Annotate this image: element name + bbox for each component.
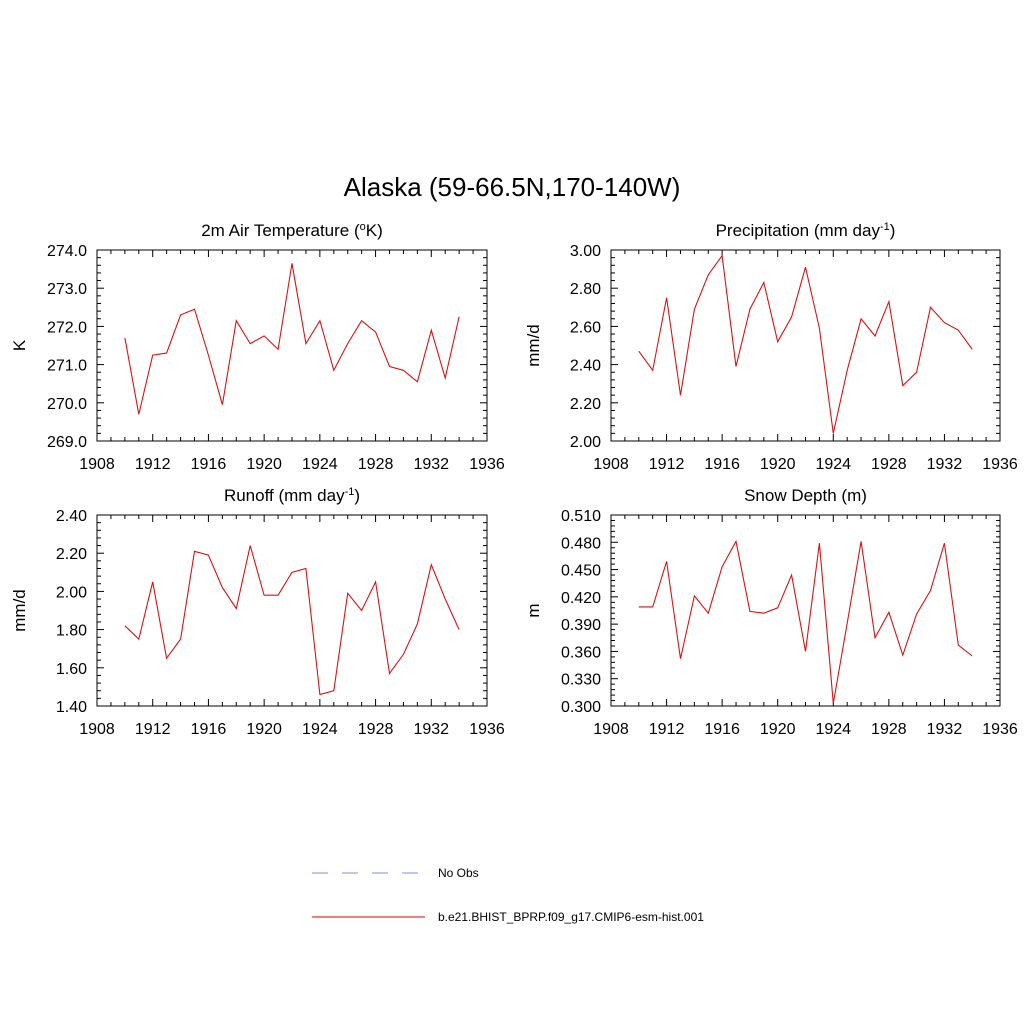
series-line-snow-depth — [638, 539, 973, 704]
panel-title-air-temperature: 2m Air Temperature (oK) — [201, 221, 383, 240]
series-line-runoff — [124, 545, 460, 696]
y-tick-label-snow-depth: 0.480 — [561, 535, 601, 552]
x-tick-label-precipitation: 1928 — [871, 456, 907, 473]
x-tick-label-air-temperature: 1912 — [135, 456, 171, 473]
x-tick-label-snow-depth: 1936 — [982, 721, 1018, 738]
y-tick-label-precipitation: 2.60 — [570, 319, 601, 336]
x-tick-label-precipitation: 1924 — [815, 456, 851, 473]
y-tick-label-air-temperature: 269.0 — [47, 434, 87, 451]
x-tick-label-precipitation: 1920 — [760, 456, 796, 473]
legend: No Obs b.e21.BHIST_BPRP.f09_g17.CMIP6-es… — [312, 866, 704, 924]
x-tick-label-runoff: 1936 — [469, 721, 505, 738]
x-tick-label-runoff: 1932 — [413, 721, 449, 738]
y-tick-label-runoff: 1.40 — [56, 699, 87, 716]
y-tick-label-snow-depth: 0.330 — [561, 672, 601, 689]
figure-title: Alaska (59-66.5N,170-140W) — [344, 172, 681, 202]
x-tick-label-snow-depth: 1924 — [815, 721, 851, 738]
legend-label-no-obs: No Obs — [438, 866, 479, 880]
x-tick-label-air-temperature: 1908 — [79, 456, 115, 473]
y-tick-label-precipitation: 3.00 — [570, 243, 601, 260]
y-tick-label-runoff: 2.20 — [56, 546, 87, 563]
series-line-precipitation — [638, 254, 973, 434]
x-tick-label-snow-depth: 1928 — [871, 721, 907, 738]
x-tick-label-air-temperature: 1928 — [358, 456, 394, 473]
y-tick-label-precipitation: 2.20 — [570, 396, 601, 413]
y-tick-label-precipitation: 2.80 — [570, 281, 601, 298]
x-tick-label-snow-depth: 1920 — [760, 721, 796, 738]
series-line-air-temperature — [124, 263, 460, 415]
y-axis-label-air-temperature: K — [10, 339, 29, 351]
y-axis-label-snow-depth: m — [524, 603, 543, 617]
plot-frame-snow-depth — [610, 514, 1001, 707]
panel-runoff: Runoff (mm day-1) mm/d 1908 1912 1916 1920 192… — [10, 486, 505, 738]
plot-frame-precipitation — [610, 249, 1001, 442]
x-tick-label-air-temperature: 1936 — [469, 456, 505, 473]
x-tick-label-snow-depth: 1912 — [649, 721, 685, 738]
panel-title-precipitation: Precipitation (mm day-1) — [716, 221, 896, 240]
x-tick-label-precipitation: 1936 — [982, 456, 1018, 473]
x-tick-label-runoff: 1920 — [246, 721, 282, 738]
y-tick-label-air-temperature: 272.0 — [47, 319, 87, 336]
y-axis-label-precipitation: mm/d — [524, 324, 543, 367]
panel-title-snow-depth: Snow Depth (m) — [744, 486, 867, 505]
x-tick-label-air-temperature: 1916 — [191, 456, 227, 473]
y-tick-label-air-temperature: 271.0 — [47, 358, 87, 375]
y-tick-label-snow-depth: 0.300 — [561, 699, 601, 716]
y-tick-label-snow-depth: 0.390 — [561, 617, 601, 634]
panel-air-temperature: 2m Air Temperature (oK) K 1908 1912 1916 1920… — [10, 221, 505, 473]
y-tick-label-air-temperature: 273.0 — [47, 281, 87, 298]
plot-frame-air-temperature — [96, 249, 488, 442]
y-tick-label-air-temperature: 274.0 — [47, 243, 87, 260]
y-axis-label-runoff: mm/d — [10, 589, 29, 632]
x-tick-label-runoff: 1916 — [191, 721, 227, 738]
x-tick-label-runoff: 1928 — [358, 721, 394, 738]
x-tick-label-precipitation: 1916 — [704, 456, 740, 473]
y-tick-label-runoff: 2.00 — [56, 584, 87, 601]
x-tick-label-air-temperature: 1932 — [413, 456, 449, 473]
y-tick-label-snow-depth: 0.450 — [561, 563, 601, 580]
x-tick-label-air-temperature: 1920 — [246, 456, 282, 473]
y-tick-label-runoff: 2.40 — [56, 508, 87, 525]
legend-label-model-run: b.e21.BHIST_BPRP.f09_g17.CMIP6-esm-hist.… — [438, 910, 704, 924]
x-tick-label-precipitation: 1912 — [649, 456, 685, 473]
x-tick-label-runoff: 1912 — [135, 721, 171, 738]
x-tick-label-snow-depth: 1908 — [593, 721, 629, 738]
panel-snow-depth: Snow Depth (m) m 1908 1912 1916 1920 1924 1928 1… — [524, 486, 1018, 738]
x-tick-label-precipitation: 1932 — [927, 456, 963, 473]
y-tick-label-air-temperature: 270.0 — [47, 396, 87, 413]
x-tick-label-snow-depth: 1932 — [927, 721, 963, 738]
y-tick-label-precipitation: 2.00 — [570, 434, 601, 451]
y-tick-label-runoff: 1.80 — [56, 623, 87, 640]
x-tick-label-air-temperature: 1924 — [302, 456, 338, 473]
panel-precipitation: Precipitation (mm day-1) mm/d 1908 1912 1916… — [524, 221, 1018, 473]
y-tick-label-snow-depth: 0.510 — [561, 508, 601, 525]
x-tick-label-precipitation: 1908 — [593, 456, 629, 473]
x-tick-label-runoff: 1924 — [302, 721, 338, 738]
x-tick-label-runoff: 1908 — [79, 721, 115, 738]
x-tick-label-snow-depth: 1916 — [704, 721, 740, 738]
y-tick-label-runoff: 1.60 — [56, 661, 87, 678]
panel-title-runoff: Runoff (mm day-1) — [224, 486, 360, 505]
y-tick-label-snow-depth: 0.420 — [561, 590, 601, 607]
y-tick-label-precipitation: 2.40 — [570, 358, 601, 375]
plot-frame-runoff — [96, 514, 488, 707]
y-tick-label-snow-depth: 0.360 — [561, 644, 601, 661]
